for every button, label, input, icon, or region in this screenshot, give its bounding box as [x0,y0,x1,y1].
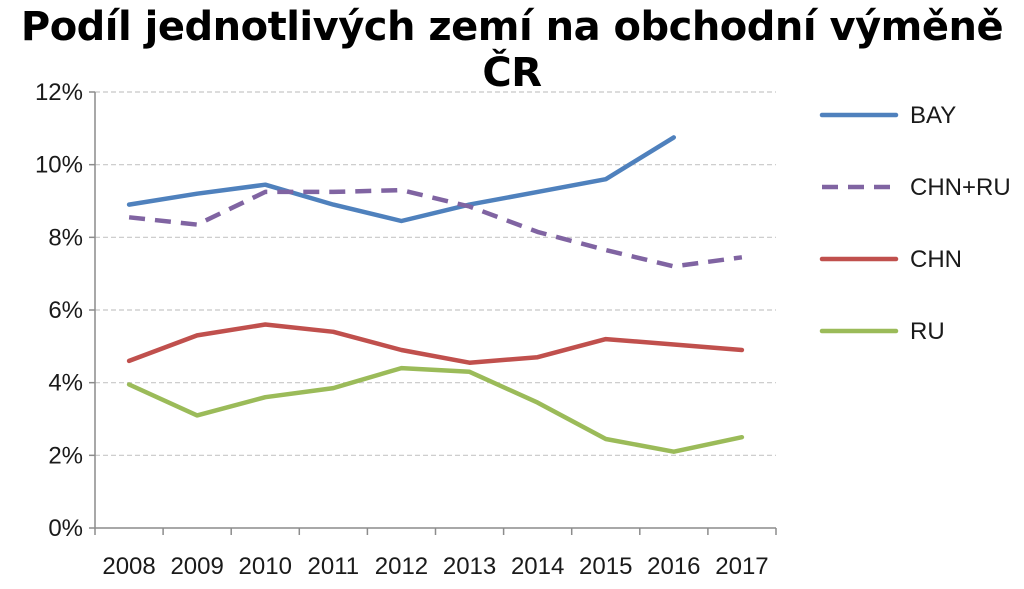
legend-label: CHN [910,246,962,273]
x-tick-label: 2010 [239,553,292,580]
x-tick-labels: 2008 2009 2010 2011 2012 2013 2014 2015 2016 2017 [102,553,768,580]
y-tick-label: 6% [48,297,83,324]
legend-label: BAY [910,102,956,129]
y-tick-label: 8% [48,224,83,251]
x-tick-label: 2011 [308,553,360,580]
x-tick-label: 2017 [715,553,768,580]
x-tick-label: 2009 [170,553,223,580]
gridlines [95,91,776,456]
y-tick-label: 4% [48,370,83,397]
legend-label: RU [910,318,945,345]
legend: BAY CHN+RU CHN RU [819,102,1011,345]
y-tick-label: 10% [35,152,83,179]
series-lines [126,135,745,454]
series-line-ru [126,365,745,454]
axes [89,91,777,535]
x-tick-label: 2008 [102,553,155,580]
x-tick-label: 2013 [443,553,496,580]
x-tick-label: 2012 [375,553,428,580]
x-tick-label: 2015 [579,553,632,580]
y-tick-labels: 0% 2% 4% 6% 8% 10% 12% [35,79,83,542]
chart-title: Podíl jednotlivých zemí na obchodní výmě… [20,4,1004,96]
series-line-chn [126,322,745,365]
x-tick-label: 2014 [511,553,564,580]
y-tick-label: 2% [48,442,83,469]
legend-label: CHN+RU [910,174,1011,201]
y-tick-label: 12% [35,79,83,106]
series-line-bay [126,135,677,224]
x-tick-label: 2016 [647,553,700,580]
y-tick-label: 0% [48,515,83,542]
series-line-chn-ru [128,187,743,269]
